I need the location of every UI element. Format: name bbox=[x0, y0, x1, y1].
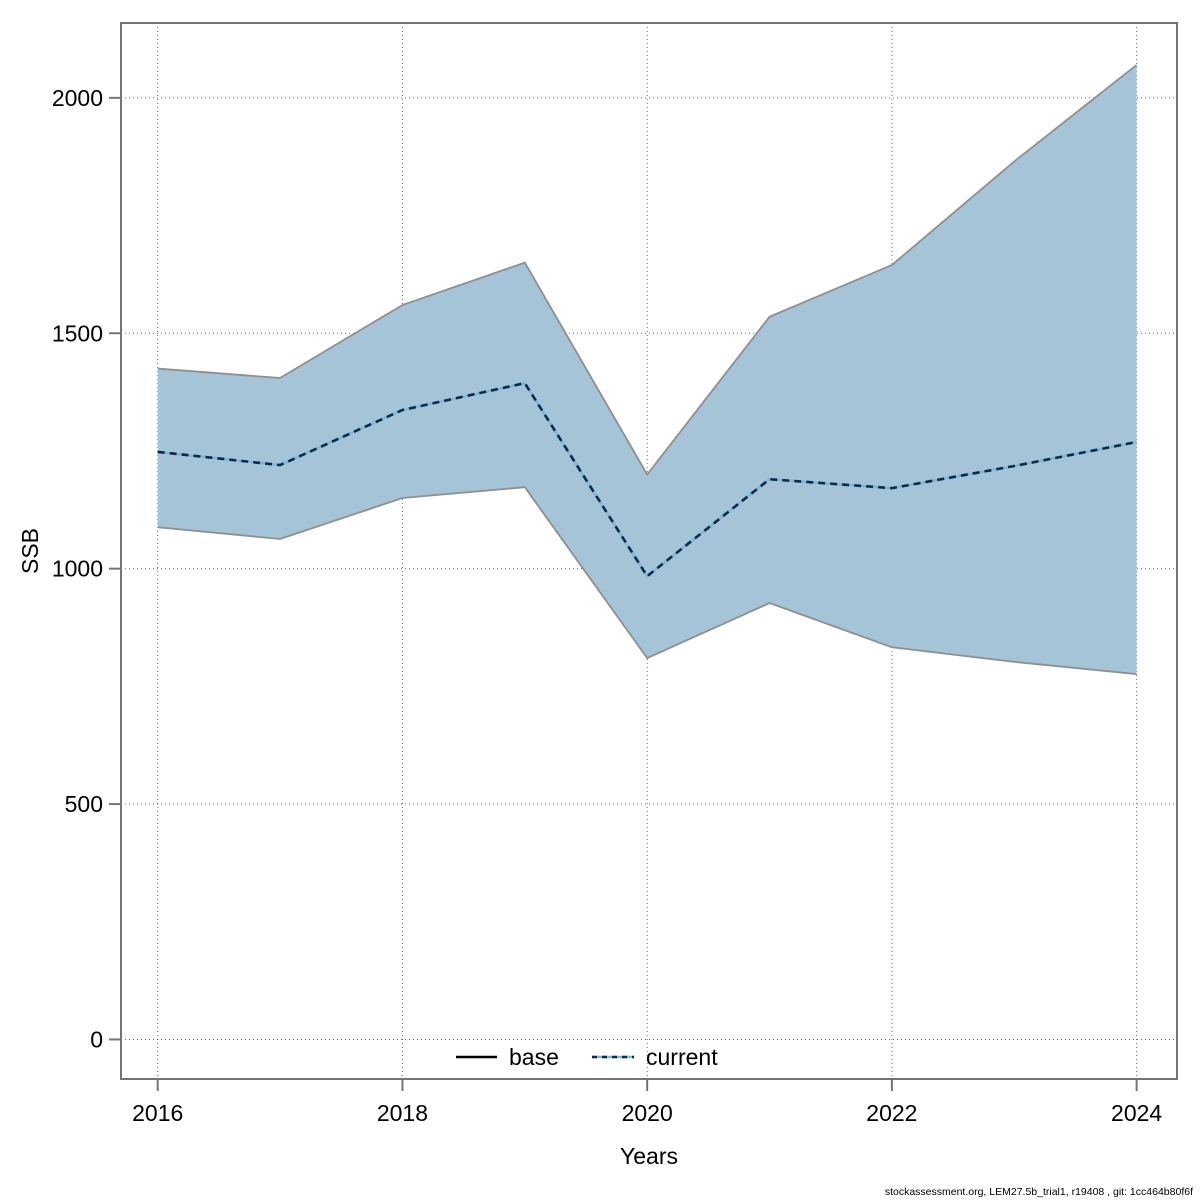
y-tick-label-2000: 2000 bbox=[52, 85, 103, 111]
y-tick-label-1500: 1500 bbox=[52, 320, 103, 346]
x-tick-label-2018: 2018 bbox=[377, 1100, 428, 1126]
y-tick-label-1000: 1000 bbox=[52, 556, 103, 582]
x-tick-label-2020: 2020 bbox=[622, 1100, 673, 1126]
confidence-band-upper-edge bbox=[157, 64, 1138, 477]
legend-label-current: current bbox=[646, 1044, 718, 1070]
plot-generated-layers: 2016 2018 2020 2022 2024 0 500 1000 1500 2000 bbox=[52, 22, 1178, 1126]
confidence-band bbox=[157, 64, 1137, 675]
x-axis-title: Years bbox=[620, 1143, 678, 1169]
x-tick-label-2022: 2022 bbox=[866, 1100, 917, 1126]
x-tick-label-2016: 2016 bbox=[132, 1100, 183, 1126]
confidence-band-lower-edge bbox=[157, 486, 1137, 676]
y-tick-label-0: 0 bbox=[90, 1026, 103, 1052]
plot-border bbox=[120, 22, 1178, 1080]
y-axis-title: SSB bbox=[17, 528, 43, 574]
footer-attribution: stockassessment.org, LEM27.5b_trial1, r1… bbox=[884, 1186, 1193, 1198]
x-tick-label-2024: 2024 bbox=[1111, 1100, 1162, 1126]
current-line bbox=[157, 381, 1137, 579]
legend-label-base: base bbox=[509, 1044, 559, 1070]
y-tick-label-500: 500 bbox=[65, 791, 103, 817]
